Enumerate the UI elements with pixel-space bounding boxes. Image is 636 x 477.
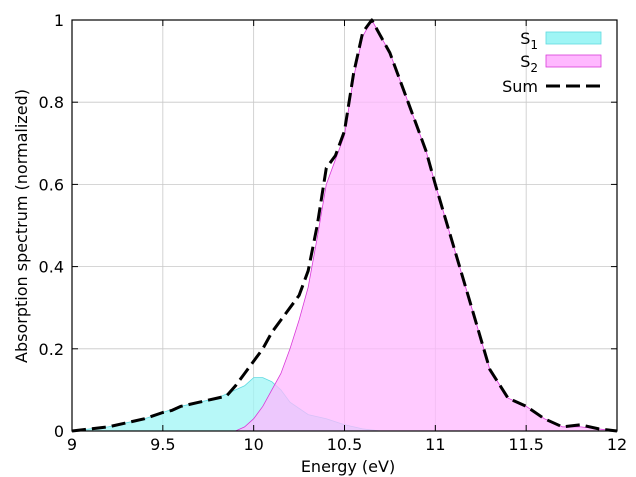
tick-labels: 9 9.5 10 10.5 11 11.5 12 0 0.2 0.4 0.6 0.8 1 [39, 11, 628, 454]
legend-swatch-s2 [545, 54, 602, 68]
x-tick-label: 9 [67, 435, 77, 454]
series-line-sum [71, 18, 618, 433]
x-tick-label: 11 [425, 435, 445, 454]
y-tick-label: 0.4 [39, 258, 64, 277]
x-tick-label: 12 [607, 435, 627, 454]
x-axis-title: Energy (eV) [301, 457, 395, 476]
x-tick-label: 10 [243, 435, 263, 454]
y-axis-title: Absorption spectrum (normalized) [12, 89, 31, 363]
x-tick-label: 10.5 [327, 435, 363, 454]
x-tick-label: 9.5 [150, 435, 175, 454]
legend-label-s1: S1 [520, 29, 538, 52]
x-tick-label: 11.5 [508, 435, 544, 454]
legend-label-sum: Sum [502, 77, 538, 96]
legend-label-s2: S2 [520, 52, 538, 75]
y-tick-label: 0.8 [39, 93, 64, 112]
y-tick-label: 1 [54, 11, 64, 30]
y-tick-label: 0.6 [39, 175, 64, 194]
y-tick-label: 0.2 [39, 340, 64, 359]
legend-swatch-s1 [545, 31, 602, 45]
y-tick-label: 0 [54, 422, 64, 441]
plot-frame [71, 19, 618, 432]
line-series [71, 18, 618, 433]
